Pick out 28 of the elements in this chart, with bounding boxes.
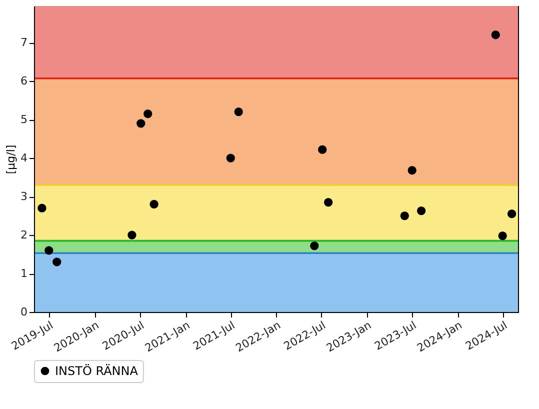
legend-label: INSTÖ RÄNNA <box>55 364 139 378</box>
point <box>144 109 152 118</box>
y-tick-label: 4 <box>20 152 28 165</box>
point <box>52 258 62 266</box>
point <box>234 108 243 116</box>
point <box>38 204 46 212</box>
point <box>507 210 516 218</box>
point <box>226 154 235 162</box>
y-tick-label: 5 <box>20 113 28 126</box>
y-axis-title: [µg/l] <box>4 144 18 174</box>
y-tick-label: 3 <box>20 190 28 204</box>
y-tick-label: 1 <box>20 267 28 280</box>
point <box>408 166 416 175</box>
point <box>150 200 158 209</box>
point <box>318 145 327 154</box>
y-tick-label: 2 <box>20 228 28 242</box>
point <box>498 231 507 240</box>
point <box>310 241 319 250</box>
point <box>128 230 136 240</box>
point <box>136 119 146 128</box>
point <box>400 211 409 220</box>
y-tick-label: 0 <box>20 306 28 318</box>
point <box>416 206 426 216</box>
point <box>324 198 333 207</box>
point <box>491 30 500 40</box>
y-tick-label: 7 <box>20 36 28 50</box>
point <box>44 246 54 255</box>
y-tick-label: 6 <box>20 74 28 88</box>
